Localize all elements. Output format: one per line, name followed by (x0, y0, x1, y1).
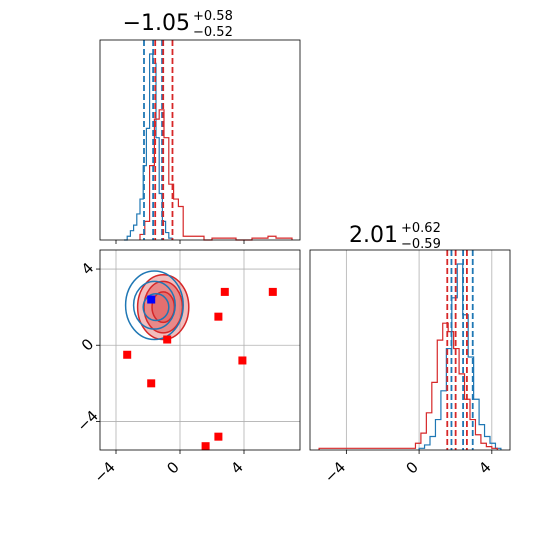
marginal-histogram-y-frame (309, 249, 511, 451)
panel-title-x: −1.05 (123, 11, 190, 36)
joint-scatter-contour-panel: −4 0 4 −4 0 4 (73, 249, 301, 486)
red-square-marker (201, 442, 210, 451)
blue-square-marker (147, 295, 156, 304)
blue-contour-level-2 (142, 293, 170, 322)
joint-scatter-frame (99, 249, 301, 451)
y-tick-label: −4 (73, 407, 101, 435)
panel-title-y-lower-error: −0.59 (401, 237, 441, 252)
panel-title-x-lower-error: −0.52 (193, 25, 233, 40)
red-square-marker (220, 287, 229, 296)
red-square-marker (238, 356, 247, 365)
red-square-marker (163, 335, 172, 344)
red-square-marker (214, 432, 223, 441)
panel-title-y: 2.01 (349, 223, 398, 248)
histogram-series-1 (318, 322, 498, 450)
red-square-marker (268, 287, 277, 296)
marginal-histogram-x-frame (99, 39, 301, 241)
panel-title-x-upper-error: +0.58 (193, 9, 233, 24)
x-tick-label: 4 (475, 458, 494, 477)
x-tick-label: −4 (90, 458, 118, 486)
y-tick-label: 0 (78, 335, 97, 354)
histogram-series-0 (124, 53, 173, 241)
blue-contour-level-0 (124, 270, 184, 341)
x-tick-label: 0 (402, 458, 421, 477)
marginal-histogram-x-panel (99, 39, 301, 244)
red-square-marker (123, 350, 132, 359)
marginal-histogram-y-panel: −4 0 4 (309, 249, 511, 486)
x-tick-label: 0 (163, 458, 182, 477)
histogram-series-1 (139, 109, 293, 241)
x-tick-label: −4 (321, 458, 349, 486)
red-square-marker (147, 379, 156, 388)
histogram-series-0 (418, 263, 502, 450)
x-tick-label: 4 (227, 458, 246, 477)
y-tick-label: 4 (78, 259, 97, 278)
blue-contour-level-1 (132, 280, 176, 330)
red-square-marker (214, 312, 223, 321)
panel-title-y-upper-error: +0.62 (401, 221, 441, 236)
